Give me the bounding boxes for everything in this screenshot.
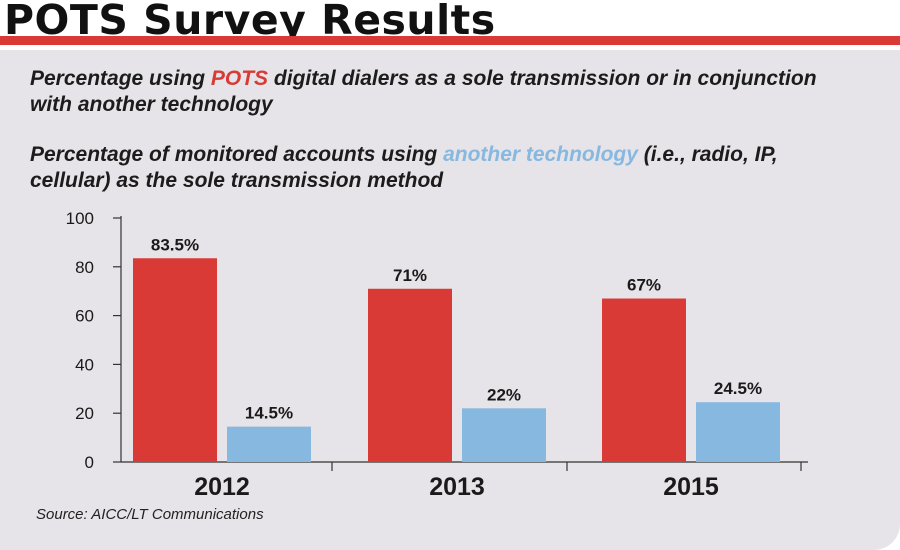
bar-series1-2012 xyxy=(133,258,217,462)
bar-series1-2013 xyxy=(368,288,452,462)
x-category-label: 2015 xyxy=(663,473,719,500)
source-note: Source: AICC/LT Communications xyxy=(36,506,264,523)
y-tick-label: 60 xyxy=(75,307,94,326)
legend-series-other-post: (i.e., radio, IP, cellular) as the sole … xyxy=(30,143,778,192)
legend-series-other-highlight: another technology xyxy=(443,143,638,166)
legend-series-pots-post: digital dialers as a sole transmission o… xyxy=(30,67,817,116)
legend-series-pots-pre: Percentage using xyxy=(30,67,211,90)
legend-series-other-pre: Percentage of monitored accounts using xyxy=(30,143,444,166)
y-tick-label: 0 xyxy=(85,453,94,472)
legend-series-other: Percentage of monitored accounts using a… xyxy=(30,142,850,194)
bar-chart: 0 20 40 60 80 100 83.5% 71% 67% 14.5% 22% 24.5% 2012… xyxy=(66,209,808,500)
data-label: 67% xyxy=(627,276,661,295)
title-rule xyxy=(0,36,900,45)
bar-series2-2012 xyxy=(227,426,311,462)
legend-series-pots-highlight: POTS xyxy=(210,67,269,90)
bar-series1-2015 xyxy=(602,298,686,462)
y-tick-label: 80 xyxy=(75,258,94,277)
data-label: 71% xyxy=(393,266,427,285)
data-label: 24.5% xyxy=(714,379,762,398)
x-category-label: 2013 xyxy=(429,473,485,500)
legend-series-pots: Percentage using POTS digital dialers as… xyxy=(30,66,830,118)
y-tick-label: 40 xyxy=(75,355,94,374)
bar-series2-2013 xyxy=(462,408,546,462)
bar-series2-2015 xyxy=(696,402,780,462)
page-title: POTS Survey Results xyxy=(4,0,496,44)
y-tick-label: 20 xyxy=(75,404,94,423)
y-tick-label: 100 xyxy=(66,209,94,228)
data-label: 83.5% xyxy=(151,235,199,254)
data-label: 14.5% xyxy=(245,404,293,423)
x-category-label: 2012 xyxy=(194,473,250,500)
data-label: 22% xyxy=(487,385,521,404)
